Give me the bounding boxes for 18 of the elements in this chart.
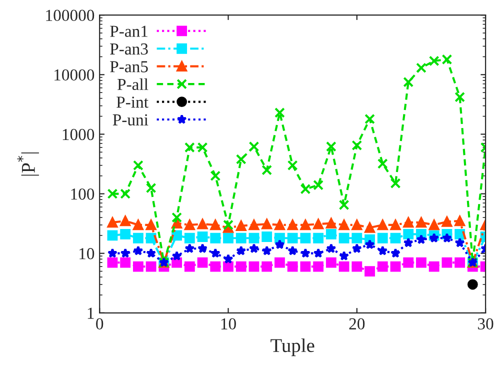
legend-label: P-an1 bbox=[110, 26, 148, 37]
x-tick-label: 20 bbox=[349, 318, 365, 330]
y-tick-label: 100000 bbox=[46, 10, 94, 22]
legend-label: P-an5 bbox=[110, 61, 148, 72]
legend-label: P-int bbox=[116, 96, 148, 108]
x-tick-label: 10 bbox=[221, 318, 236, 330]
legend-label: P-an3 bbox=[110, 43, 148, 55]
y-tick-label: 1 bbox=[88, 308, 94, 319]
x-tick-label: 30 bbox=[478, 318, 494, 330]
y-tick-label: 1000 bbox=[62, 128, 94, 140]
legend-label: P-all bbox=[117, 78, 148, 90]
x-tick-label: 0 bbox=[96, 318, 104, 330]
y-tick-label: 10000 bbox=[54, 69, 94, 81]
x-axis-title: Tuple bbox=[270, 338, 314, 356]
legend-label: P-uni bbox=[112, 114, 148, 126]
y-axis-title: |P$^{*}$| bbox=[17, 152, 39, 176]
y-tick-label: 100 bbox=[71, 188, 94, 200]
y-tick-label: 10 bbox=[80, 248, 94, 260]
